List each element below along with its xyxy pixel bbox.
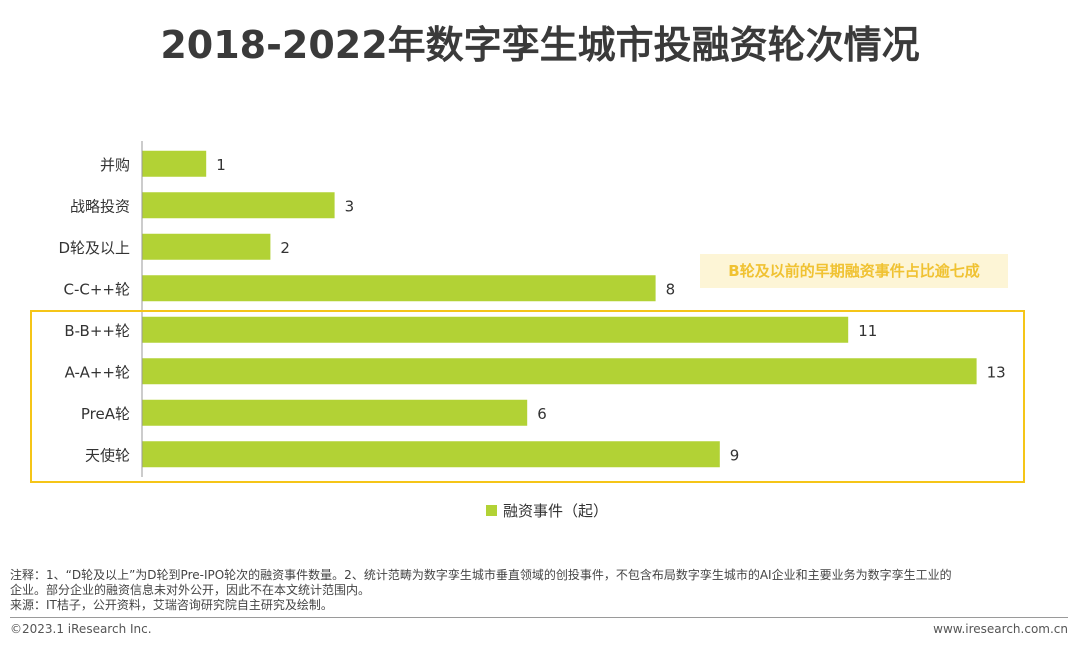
- bar-1: [142, 192, 335, 219]
- category-label-7: 天使轮: [85, 446, 130, 464]
- category-label-5: A-A++轮: [65, 363, 130, 381]
- website-link[interactable]: www.iresearch.com.cn: [933, 622, 1068, 636]
- note-line-2: 企业。部分企业的融资信息未对外公开，因此不在本文统计范围内。: [10, 583, 371, 597]
- note-line-1: 注释：1、“D轮及以上”为D轮到Pre-IPO轮次的融资事件数量。2、统计范畴为…: [10, 568, 952, 582]
- value-label-2: 2: [280, 239, 290, 257]
- copyright: ©2023.1 iResearch Inc.: [10, 622, 152, 636]
- category-label-3: C-C++轮: [64, 280, 131, 298]
- early-stage-highlight-box: [30, 310, 1025, 483]
- footnote: 注释：1、“D轮及以上”为D轮到Pre-IPO轮次的融资事件数量。2、统计范畴为…: [10, 568, 1072, 613]
- bar-6: [142, 399, 528, 426]
- value-label-5: 13: [987, 363, 1006, 381]
- category-label-1: 战略投资: [70, 197, 130, 215]
- bar-0: [142, 150, 207, 177]
- bar-chart: 并购 1 战略投资 3 D轮及以上 2 C-C++轮 8 B-B++轮 11 A-A++轮 13 Pre…: [58, 141, 1006, 477]
- value-label-0: 1: [216, 156, 226, 174]
- bar-4: [142, 316, 849, 343]
- bar-2: [142, 233, 271, 260]
- footer-divider: [10, 617, 1068, 618]
- source-line: 来源：IT桔子，公开资料，艾瑞咨询研究院自主研究及绘制。: [10, 598, 333, 612]
- category-label-0: 并购: [100, 156, 130, 174]
- value-label-6: 6: [537, 405, 547, 423]
- callout-annotation: B轮及以前的早期融资事件占比逾七成: [700, 254, 1008, 288]
- bar-5: [142, 358, 977, 385]
- chart-title: 2018-2022年数字孪生城市投融资轮次情况: [160, 23, 920, 67]
- value-label-4: 11: [858, 322, 877, 340]
- legend-swatch: [486, 505, 497, 516]
- category-label-6: PreA轮: [81, 405, 130, 423]
- legend: 融资事件（起）: [486, 500, 608, 521]
- category-label-4: B-B++轮: [64, 322, 130, 340]
- bar-3: [142, 275, 656, 302]
- bar-7: [142, 441, 720, 468]
- category-label-2: D轮及以上: [58, 239, 130, 257]
- value-label-1: 3: [345, 197, 355, 215]
- value-label-3: 8: [666, 280, 676, 298]
- legend-label: 融资事件（起）: [503, 502, 609, 520]
- value-label-7: 9: [730, 446, 740, 464]
